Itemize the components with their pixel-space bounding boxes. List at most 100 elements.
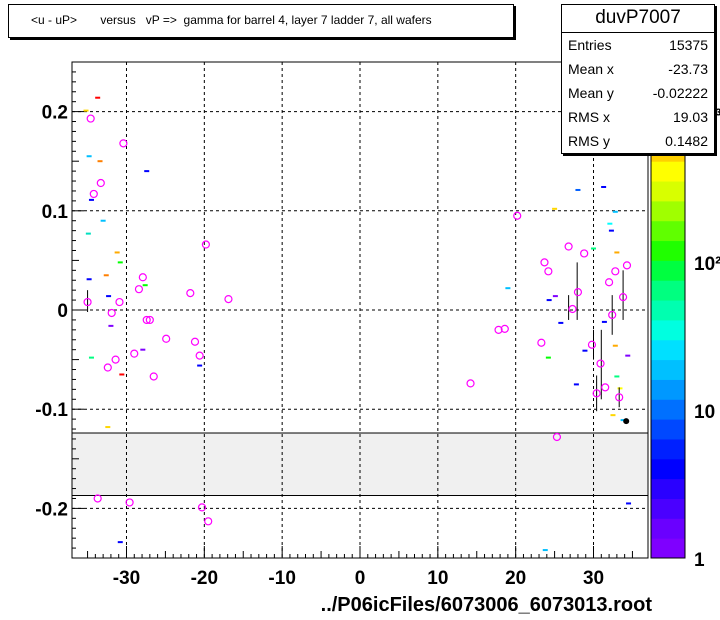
profile-point: [601, 383, 610, 392]
profile-point: [149, 372, 158, 381]
data-bin: [607, 222, 613, 225]
data-bin: [610, 414, 616, 417]
stats-key: RMS x: [568, 109, 610, 125]
x-tick-label: -20: [191, 568, 218, 589]
data-bin: [573, 383, 579, 386]
data-bin: [95, 96, 101, 99]
data-bin: [617, 387, 623, 390]
y-tick-label: 0.2: [42, 103, 68, 124]
data-bin: [582, 349, 588, 352]
stats-histogram-name: duvP7007: [595, 7, 681, 28]
data-bin: [601, 185, 607, 188]
data-bin: [614, 251, 620, 254]
marker-dot: [623, 418, 630, 425]
data-bin: [88, 198, 94, 201]
data-bin: [591, 247, 597, 250]
profile-point: [83, 297, 92, 307]
colorbar-segment: [651, 260, 685, 281]
data-bin: [117, 541, 123, 544]
colorbar-segment: [651, 339, 685, 361]
data-bin: [117, 261, 123, 264]
colorbar-segment: [651, 518, 685, 539]
data-bin: [552, 207, 558, 210]
data-bin: [546, 299, 552, 302]
profile-point: [111, 355, 120, 364]
profile-point: [580, 249, 589, 258]
x-tick-label: 0: [355, 568, 366, 589]
colorbar-segment: [651, 280, 685, 301]
profile-point: [134, 285, 144, 294]
profile-point: [130, 349, 139, 358]
profile-point: [622, 261, 632, 270]
y-tick-label: -0.1: [35, 400, 68, 421]
profile-point: [195, 351, 204, 360]
y-tick-label: -0.2: [35, 499, 68, 520]
data-bin: [614, 375, 620, 378]
data-bin: [575, 188, 581, 191]
y-tick-label: 0.1: [42, 202, 69, 223]
data-bin: [144, 170, 150, 173]
stats-value: 15375: [669, 37, 708, 53]
plot-title: <u - uP> versus vP => gamma for barrel 4…: [31, 13, 432, 27]
profile-point: [618, 293, 628, 302]
colorbar-segment: [651, 538, 685, 559]
colorbar-segment: [651, 419, 685, 440]
data-bin: [100, 219, 106, 222]
profile-point: [162, 334, 171, 343]
profile-point: [142, 315, 151, 325]
profile-point: [500, 324, 509, 333]
data-bin: [552, 295, 558, 298]
profile-point: [190, 337, 200, 346]
data-bin: [197, 364, 203, 367]
colorbar-label: 10²: [694, 254, 720, 275]
colorbar-segment: [651, 319, 685, 341]
profile-point: [564, 242, 573, 251]
profile-point: [611, 267, 620, 276]
profile-point: [89, 189, 98, 199]
data-bin: [105, 426, 111, 429]
profile-point: [145, 315, 154, 325]
profile-point: [224, 294, 233, 304]
profile-point: [540, 258, 549, 267]
data-bin: [140, 348, 146, 351]
profile-point: [115, 297, 124, 307]
colorbar-segment: [651, 181, 685, 202]
profile-point: [544, 267, 553, 276]
data-bin: [114, 251, 120, 254]
stats-key: Entries: [568, 37, 612, 53]
colorbar-segment: [651, 220, 685, 242]
plot-title-box: <u - uP> versus vP => gamma for barrel 4…: [8, 4, 514, 38]
profile-point: [186, 289, 195, 298]
colorbar-segment: [651, 498, 685, 519]
y-tick-label: 0: [57, 301, 68, 322]
colorbar-label: 1: [694, 550, 705, 571]
data-bin: [542, 549, 548, 552]
data-bin: [103, 274, 109, 277]
profile-point: [604, 278, 614, 287]
data-bin: [86, 278, 92, 281]
profile-point: [608, 310, 617, 320]
data-bin: [85, 232, 91, 235]
data-bin: [625, 354, 631, 357]
data-bin: [119, 373, 125, 376]
data-bin: [545, 356, 551, 359]
profile-point: [204, 517, 213, 526]
colorbar-segment: [651, 359, 685, 380]
data-bin: [601, 320, 607, 323]
data-bin: [612, 210, 618, 213]
colorbar-segment: [651, 379, 685, 400]
stats-value: -0.02222: [652, 85, 708, 101]
profile-point: [107, 308, 116, 318]
data-bin: [558, 321, 564, 324]
data-bin: [620, 419, 626, 422]
data-bin: [83, 109, 89, 112]
profile-point: [96, 178, 105, 188]
x-tick-label: 20: [505, 568, 526, 589]
colorbar-segment: [651, 478, 685, 499]
profile-point: [596, 359, 605, 368]
colorbar-segment: [651, 300, 685, 321]
profile-point: [552, 432, 562, 442]
stats-value: -23.73: [668, 61, 708, 77]
profile-point: [537, 338, 546, 347]
colorbar-segment: [651, 240, 685, 261]
